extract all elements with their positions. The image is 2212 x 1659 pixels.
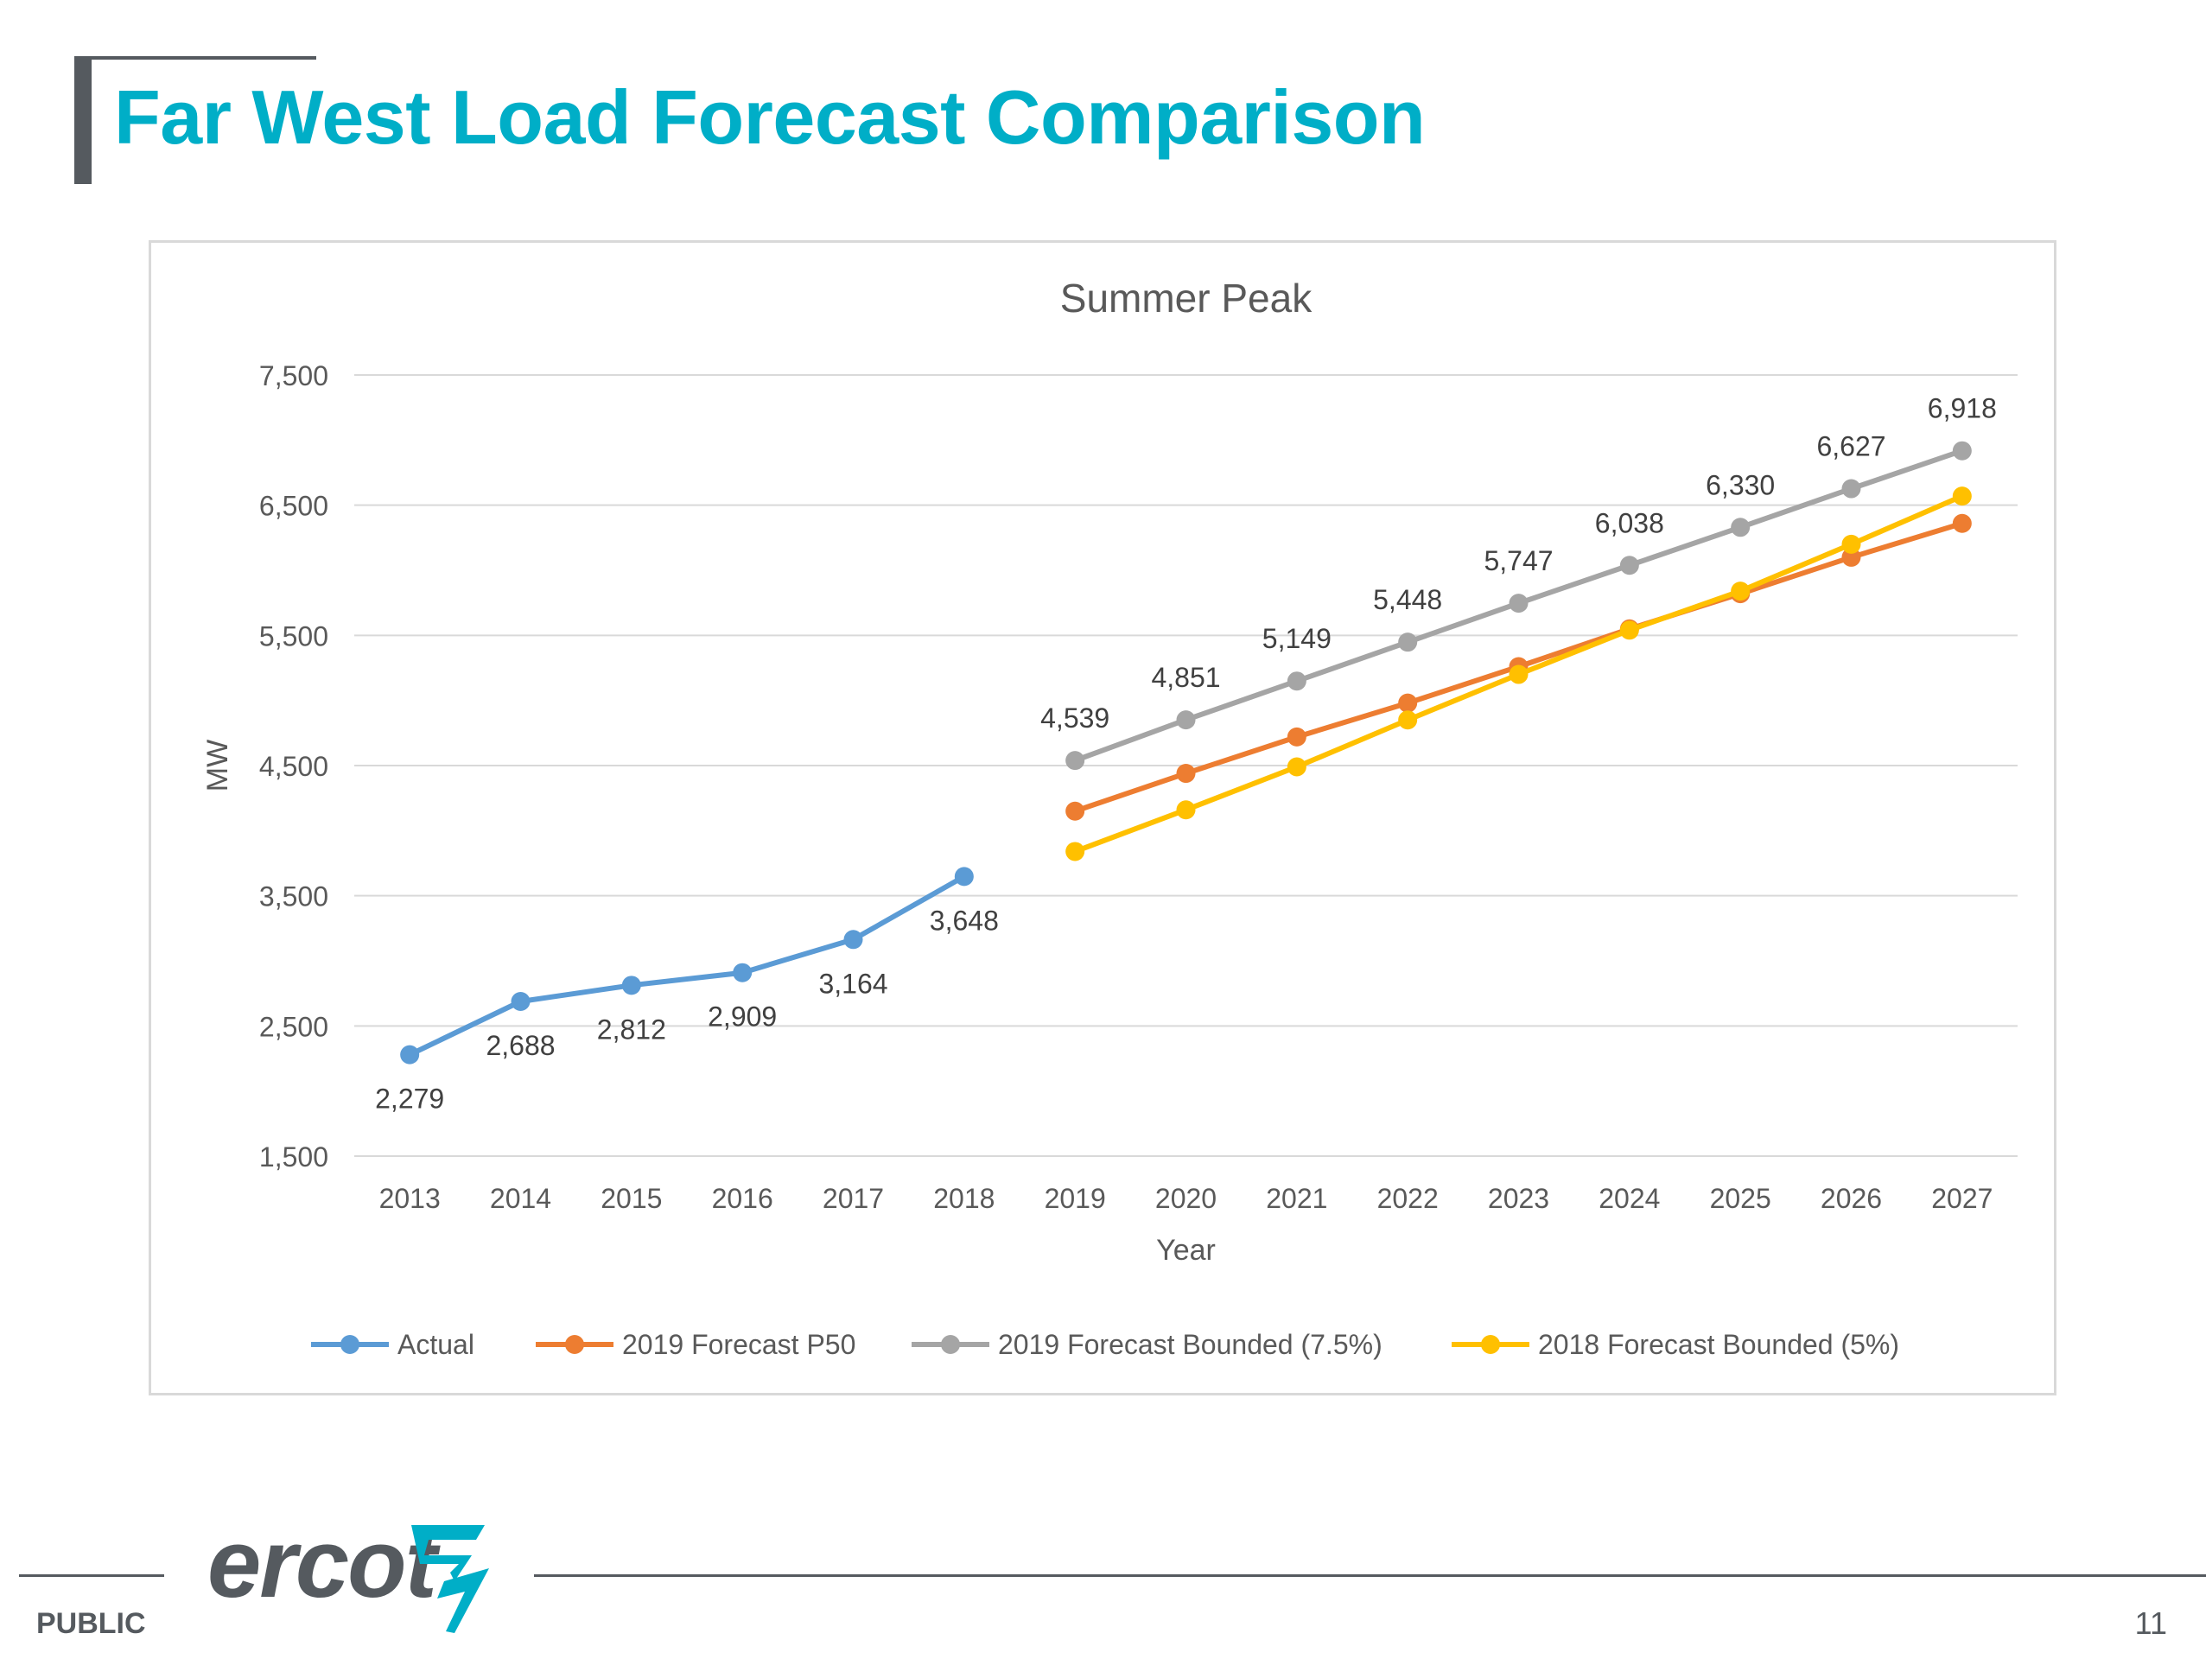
- chart-title: Summer Peak: [1060, 276, 1313, 321]
- legend-swatch-marker: [565, 1335, 584, 1354]
- data-label: 5,149: [1262, 623, 1332, 654]
- legend-label: Actual: [397, 1329, 474, 1360]
- summer-peak-chart: Summer Peak 1,500 2,500 3,500 4,500 5,500 6,50…: [201, 276, 2018, 1360]
- series-line-actual: [408, 874, 966, 1058]
- data-point-2018-forecast-bounded-5: [1176, 800, 1196, 820]
- footer-rule-left: [19, 1574, 164, 1577]
- title-accent-bar: [74, 56, 92, 184]
- x-tick-label: 2024: [1599, 1183, 1660, 1214]
- x-tick-label: 2027: [1931, 1183, 1993, 1214]
- data-label: 4,539: [1040, 702, 1109, 734]
- x-tick-label: 2013: [379, 1183, 441, 1214]
- data-point-actual: [843, 930, 863, 950]
- data-point-actual: [733, 963, 753, 982]
- page-number: 11: [2134, 1605, 2167, 1641]
- data-point-2018-forecast-bounded-5: [1398, 710, 1418, 730]
- ercot-logo-icon: [411, 1525, 489, 1633]
- y-tick-label: 2,500: [259, 1011, 328, 1042]
- data-point-2018-forecast-bounded-5: [1287, 757, 1306, 777]
- data-point-2019-forecast-bounded-7-5: [1398, 632, 1418, 652]
- legend-swatch-marker: [1481, 1335, 1500, 1354]
- legend-swatch-marker: [941, 1335, 960, 1354]
- data-label: 5,747: [1484, 545, 1553, 576]
- x-tick-label: 2020: [1155, 1183, 1217, 1214]
- legend-label: 2018 Forecast Bounded (5%): [1538, 1329, 1899, 1360]
- data-point-actual: [954, 867, 974, 887]
- data-point-2019-forecast-bounded-7-5: [1509, 594, 1529, 613]
- y-tick-label: 3,500: [259, 881, 328, 912]
- y-tick-label: 4,500: [259, 751, 328, 782]
- x-tick-label: 2015: [601, 1183, 662, 1214]
- title-accent-rule: [74, 56, 316, 60]
- y-tick-label: 1,500: [259, 1141, 328, 1173]
- y-tick-label: 5,500: [259, 620, 328, 652]
- data-point-actual: [511, 992, 531, 1012]
- data-label: 3,648: [930, 905, 999, 936]
- legend-swatch-marker: [340, 1335, 359, 1354]
- data-label: 2,279: [375, 1084, 444, 1115]
- data-point-2018-forecast-bounded-5: [1731, 582, 1751, 601]
- data-point-2019-forecast-p50: [1287, 727, 1306, 747]
- data-point-actual: [400, 1045, 420, 1065]
- y-tick-label: 6,500: [259, 491, 328, 522]
- data-point-2018-forecast-bounded-5: [1509, 664, 1529, 684]
- y-axis-title: MW: [201, 740, 234, 791]
- data-point-2018-forecast-bounded-5: [1841, 534, 1861, 554]
- data-point-2019-forecast-bounded-7-5: [1619, 556, 1639, 575]
- ercot-logo-text: ercot: [207, 1510, 437, 1618]
- data-label: 5,448: [1373, 584, 1442, 615]
- data-point-2019-forecast-p50: [1952, 513, 1972, 533]
- data-point-2019-forecast-bounded-7-5: [1952, 441, 1972, 461]
- legend-label: 2019 Forecast Bounded (7.5%): [998, 1329, 1382, 1360]
- x-tick-label: 2019: [1045, 1183, 1106, 1214]
- x-tick-label: 2022: [1377, 1183, 1439, 1214]
- public-label: PUBLIC: [36, 1607, 146, 1640]
- data-point-2019-forecast-p50: [1065, 801, 1085, 821]
- x-tick-label: 2025: [1710, 1183, 1771, 1214]
- data-label: 3,164: [818, 968, 887, 999]
- x-tick-label: 2026: [1821, 1183, 1882, 1214]
- data-point-2018-forecast-bounded-5: [1952, 486, 1972, 506]
- x-tick-label: 2016: [712, 1183, 773, 1214]
- slide-title: Far West Load Forecast Comparison: [114, 74, 1426, 160]
- data-point-actual: [621, 976, 641, 995]
- x-tick-label: 2014: [490, 1183, 551, 1214]
- data-point-2018-forecast-bounded-5: [1619, 620, 1639, 640]
- chart-frame: Summer Peak 1,500 2,500 3,500 4,500 5,500 6,50…: [149, 240, 2056, 1395]
- data-label: 6,330: [1706, 469, 1775, 500]
- data-point-2018-forecast-bounded-5: [1065, 842, 1085, 861]
- footer-rule-right: [534, 1574, 2206, 1577]
- data-point-2019-forecast-bounded-7-5: [1065, 751, 1085, 771]
- legend-label: 2019 Forecast P50: [622, 1329, 855, 1360]
- data-point-2019-forecast-p50: [1176, 764, 1196, 784]
- data-point-2019-forecast-bounded-7-5: [1287, 671, 1306, 691]
- x-tick-label: 2023: [1488, 1183, 1549, 1214]
- data-point-2019-forecast-p50: [1841, 547, 1861, 567]
- x-tick-label: 2018: [933, 1183, 995, 1214]
- data-label: 6,627: [1816, 431, 1885, 462]
- data-point-2019-forecast-bounded-7-5: [1176, 710, 1196, 730]
- data-label: 2,909: [708, 1001, 777, 1033]
- x-tick-label: 2021: [1266, 1183, 1327, 1214]
- data-label: 2,688: [486, 1030, 555, 1061]
- data-label: 6,918: [1928, 393, 1997, 424]
- data-label: 4,851: [1151, 662, 1220, 693]
- data-point-2019-forecast-p50: [1398, 693, 1418, 713]
- data-label: 2,812: [597, 1014, 666, 1045]
- data-label: 6,038: [1595, 507, 1664, 538]
- x-axis-title: Year: [1156, 1234, 1216, 1267]
- y-tick-label: 7,500: [259, 360, 328, 391]
- data-point-2019-forecast-bounded-7-5: [1841, 479, 1861, 499]
- x-tick-label: 2017: [823, 1183, 884, 1214]
- data-point-2019-forecast-bounded-7-5: [1731, 518, 1751, 537]
